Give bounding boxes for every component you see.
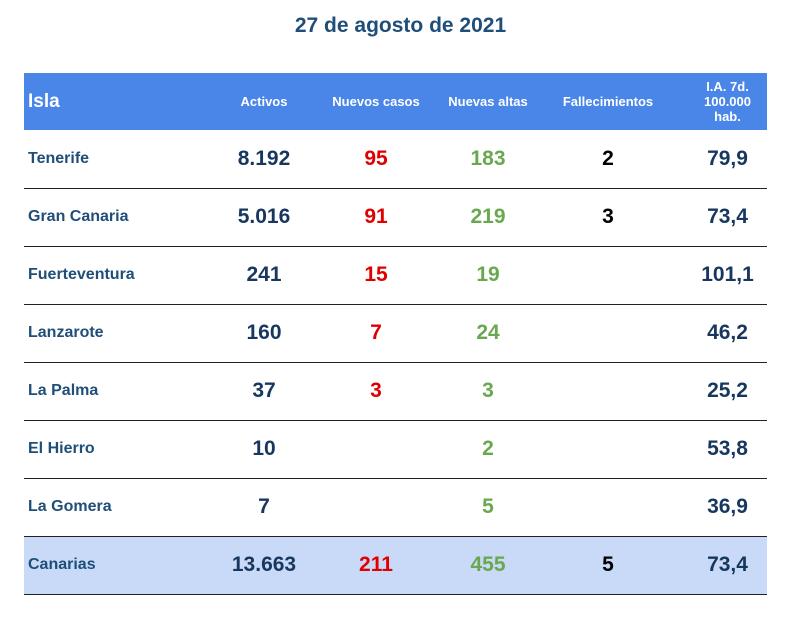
- cell-nuevos-casos: 3: [370, 379, 382, 402]
- cell-ia: 36,9: [707, 495, 748, 518]
- cell-activos: 241: [246, 263, 282, 286]
- cell-activos: 10: [252, 437, 276, 460]
- cell-nuevos-casos: 95: [364, 146, 388, 170]
- cell-activos: 7: [258, 495, 270, 518]
- table-header-row: Isla Activos Nuevos casos Nuevas altas F…: [24, 73, 767, 130]
- table-row: La Palma 37 3 3 25,2: [24, 362, 767, 420]
- cell-activos: 37: [252, 379, 276, 402]
- table-row: Lanzarote 160 7 24 46,2: [24, 304, 767, 362]
- cell-ia: 101,1: [701, 263, 754, 286]
- cell-activos: 8.192: [237, 146, 291, 170]
- cell-nuevos-casos: 7: [370, 321, 382, 344]
- cell-ia: 73,4: [707, 553, 748, 576]
- page-title: 27 de agosto de 2021: [294, 14, 507, 37]
- cell-nuevos-casos: [304, 420, 448, 478]
- cell-fallecimientos: [528, 478, 688, 536]
- cell-isla: Canarias: [28, 556, 96, 573]
- cell-isla: Lanzarote: [28, 324, 104, 341]
- cell-isla: La Palma: [28, 382, 99, 399]
- cell-fallecimientos: [528, 246, 688, 304]
- cell-fallecimientos: 3: [602, 205, 614, 228]
- cell-isla: El Hierro: [28, 440, 95, 457]
- cell-nuevos-casos: 211: [359, 553, 393, 576]
- table-row: La Gomera 7 5 36,9: [24, 478, 767, 536]
- table-row: El Hierro 10 2 53,8: [24, 420, 767, 478]
- cell-fallecimientos: [528, 420, 688, 478]
- table-row: Gran Canaria 5.016 91 219 3 73,4: [24, 188, 767, 246]
- cell-nuevas-altas: 183: [470, 146, 506, 170]
- cell-ia: 46,2: [707, 321, 748, 344]
- cell-nuevos-casos: 91: [364, 205, 388, 228]
- cell-nuevos-casos: [304, 478, 448, 536]
- cell-nuevas-altas: 2: [482, 437, 494, 460]
- cell-nuevas-altas: 455: [470, 553, 506, 576]
- header-nuevas-altas: Nuevas altas: [448, 94, 528, 109]
- cell-nuevas-altas: 5: [482, 495, 494, 518]
- cell-nuevas-altas: 219: [470, 205, 506, 228]
- cell-isla: Tenerife: [28, 149, 90, 167]
- covid-islands-table: Isla Activos Nuevos casos Nuevas altas F…: [24, 73, 767, 595]
- header-ia: I.A. 7d. 100.000 hab.: [688, 73, 767, 130]
- header-isla: Isla: [28, 91, 60, 112]
- header-ia-line1: I.A. 7d.: [706, 79, 749, 94]
- cell-ia: 79,9: [707, 146, 748, 170]
- cell-isla: La Gomera: [28, 498, 112, 515]
- cell-nuevos-casos: 15: [364, 263, 388, 286]
- table-row-total: Canarias 13.663 211 455 5 73,4: [24, 536, 767, 594]
- cell-nuevas-altas: 19: [476, 263, 500, 286]
- header-ia-line3: hab.: [714, 109, 741, 124]
- cell-fallecimientos: 2: [602, 146, 614, 170]
- cell-ia: 73,4: [707, 205, 748, 228]
- cell-isla: Gran Canaria: [28, 208, 129, 225]
- header-nuevos-casos: Nuevos casos: [332, 94, 420, 109]
- table-row: Fuerteventura 241 15 19 101,1: [24, 246, 767, 304]
- cell-fallecimientos: [528, 304, 688, 362]
- cell-activos: 160: [246, 321, 282, 344]
- cell-activos: 5.016: [237, 205, 291, 228]
- cell-fallecimientos: [528, 362, 688, 420]
- cell-ia: 25,2: [707, 379, 748, 402]
- header-activos: Activos: [240, 94, 288, 109]
- header-ia-line2: 100.000: [704, 94, 751, 109]
- cell-fallecimientos: 5: [602, 553, 614, 576]
- cell-isla: Fuerteventura: [28, 266, 135, 283]
- cell-activos: 13.663: [231, 553, 297, 576]
- cell-ia: 53,8: [707, 437, 748, 460]
- header-fallecimientos: Fallecimientos: [562, 94, 654, 109]
- table-row: Tenerife 8.192 95 183 2 79,9: [24, 130, 767, 188]
- cell-nuevas-altas: 3: [482, 379, 494, 402]
- cell-nuevas-altas: 24: [476, 321, 500, 344]
